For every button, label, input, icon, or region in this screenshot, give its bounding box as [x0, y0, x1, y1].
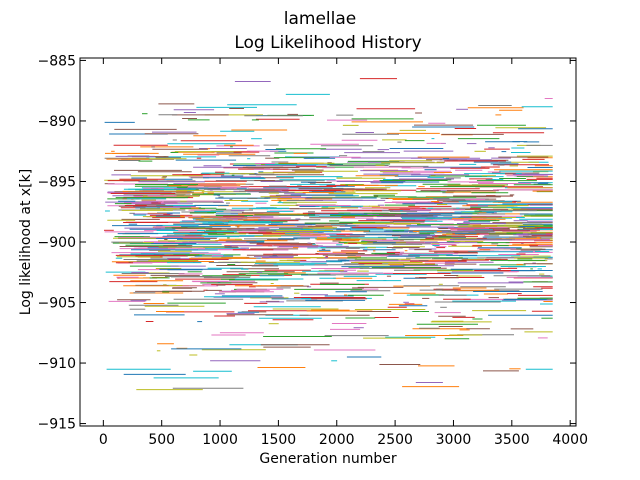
- x-axis: 0 500 1000 1500 2000 2500 3000 3500 4000: [99, 58, 588, 448]
- y-axis: −885 −890 −895 −900 −905 −910 −915: [38, 53, 576, 433]
- y-axis-label: Log likelihood at x[k]: [18, 169, 34, 315]
- y-tick-label: −915: [38, 417, 76, 433]
- series-layer: [104, 78, 553, 391]
- x-tick-label: 4000: [552, 432, 588, 448]
- x-tick-label: 500: [148, 432, 175, 448]
- y-tick-label: −890: [38, 114, 76, 130]
- y-tick-label: −900: [38, 235, 76, 251]
- x-tick-label: 1000: [202, 432, 238, 448]
- y-tick-label: −910: [38, 356, 76, 372]
- x-tick-label: 3500: [494, 432, 530, 448]
- chart-title: lamellae: [284, 9, 356, 29]
- plot-area: [79, 57, 577, 427]
- y-tick-label: −895: [38, 174, 76, 190]
- x-tick-label: 0: [99, 432, 108, 448]
- y-tick-label: −885: [38, 53, 76, 69]
- x-tick-label: 3000: [436, 432, 472, 448]
- x-axis-label: Generation number: [259, 451, 396, 467]
- chart-subtitle: Log Likelihood History: [234, 33, 421, 53]
- x-tick-label: 2000: [319, 432, 355, 448]
- y-tick-label: −905: [38, 296, 76, 312]
- x-tick-label: 2500: [377, 432, 413, 448]
- x-tick-label: 1500: [261, 432, 297, 448]
